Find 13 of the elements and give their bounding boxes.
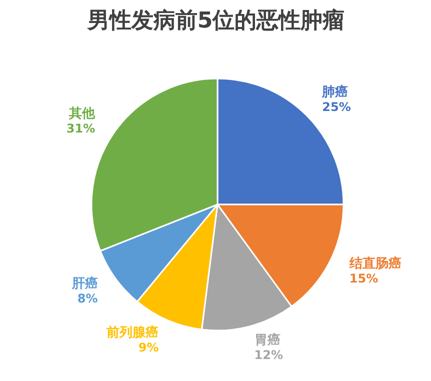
chart-title: 男性发病前5位的恶性肿瘤 [86,8,345,34]
data-label: 25% [322,100,351,114]
data-label: 15% [349,272,378,286]
slice-label: 其他 [68,106,96,122]
data-label: 31% [66,121,96,136]
slice-label: 肝癌 [70,275,98,292]
slice-label: 前列腺癌 [106,324,159,340]
data-label: 8% [77,291,98,306]
data-label: 9% [138,340,159,354]
slice-label: 结直肠癌 [348,256,402,272]
slice-label: 胃癌 [254,332,280,348]
data-label: 12% [254,348,284,362]
slice-label: 肺癌 [321,84,348,100]
